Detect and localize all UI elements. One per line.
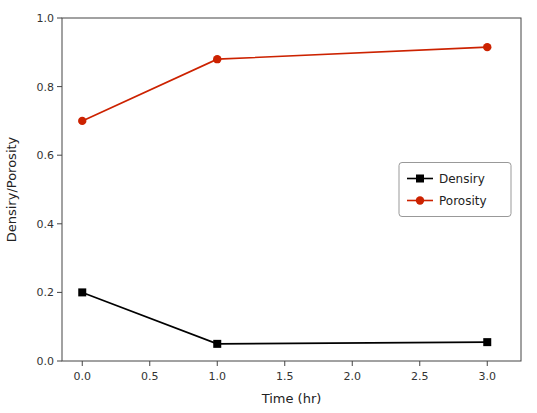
x-tick-label: 0.5: [141, 370, 159, 383]
series-line: [82, 292, 487, 343]
y-tick-label: 0.6: [37, 149, 55, 162]
x-tick-label: 2.5: [411, 370, 429, 383]
y-tick-label: 0.8: [37, 81, 55, 94]
legend: Densiry Porosity: [399, 163, 511, 217]
x-axis-label: Time (hr): [261, 391, 322, 406]
data-point: [483, 43, 491, 51]
plot-frame: [62, 18, 521, 361]
x-tick-label: 1.0: [209, 370, 227, 383]
data-point: [213, 340, 221, 348]
y-tick: [57, 86, 62, 87]
y-tick: [57, 223, 62, 224]
legend-box: [399, 163, 511, 217]
x-tick: [217, 361, 218, 366]
x-tick: [149, 361, 150, 366]
y-axis-label: Densiry/Porosity: [4, 136, 19, 242]
data-point: [78, 288, 86, 296]
data-point: [483, 338, 491, 346]
x-tick-label: 0.0: [74, 370, 92, 383]
x-tick: [82, 361, 83, 366]
y-tick: [57, 18, 62, 19]
y-tick-label: 0.2: [37, 286, 55, 299]
y-tick: [57, 292, 62, 293]
x-tick: [284, 361, 285, 366]
y-tick-label: 0.4: [37, 218, 55, 231]
chart: 0.0 0.5 1.0 1.5 2.0 2.5 3.0 0.0 0.2 0.4 0.6 0.8 1.0 T…: [0, 0, 537, 413]
x-tick: [352, 361, 353, 366]
series-line: [82, 47, 487, 121]
y-tick: [57, 155, 62, 156]
data-point: [213, 55, 221, 63]
data-point: [78, 117, 86, 125]
y-tick: [57, 361, 62, 362]
x-tick-label: 1.5: [276, 370, 294, 383]
legend-label: Porosity: [439, 194, 487, 208]
y-tick-label: 0.0: [37, 355, 55, 368]
legend-marker: [416, 175, 424, 183]
legend-label: Densiry: [439, 172, 485, 186]
x-tick: [487, 361, 488, 366]
y-tick-label: 1.0: [37, 12, 55, 25]
legend-marker: [416, 196, 424, 204]
x-tick-label: 3.0: [479, 370, 497, 383]
x-tick-label: 2.0: [344, 370, 362, 383]
x-tick: [419, 361, 420, 366]
